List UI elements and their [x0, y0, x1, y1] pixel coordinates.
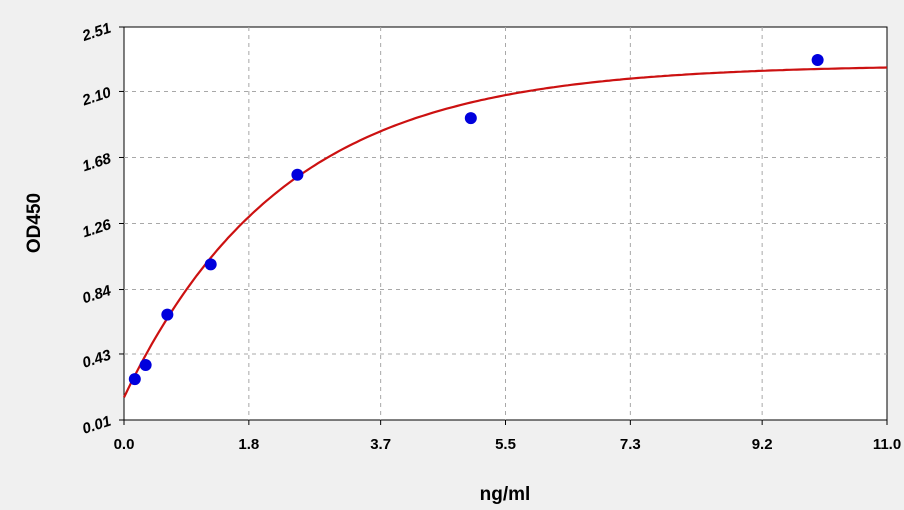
y-axis-label: OD450: [24, 193, 45, 253]
y-tick-label: 2.10: [79, 84, 114, 110]
fit-curve: [123, 66, 888, 398]
x-tick-label: 1.8: [238, 436, 259, 453]
x-tick-label: 9.2: [752, 436, 773, 453]
grid: [124, 27, 887, 420]
data-point: [204, 258, 217, 271]
y-tick-label: 0.84: [80, 282, 114, 307]
data-points: [128, 54, 824, 386]
x-tick-label: 5.5: [495, 436, 516, 453]
y-tick-label: 0.43: [80, 346, 114, 371]
x-axis-label: ng/ml: [480, 484, 531, 505]
y-tick-label: 0.01: [80, 413, 113, 438]
data-point: [291, 168, 304, 181]
data-point: [128, 373, 141, 386]
fit-curve-layer: [123, 66, 888, 398]
y-tick-label: 1.68: [80, 150, 114, 175]
x-axis-ticks: 0.0 1.8 3.7 5.5 7.3 9.2 11.0: [114, 420, 901, 453]
y-axis-ticks: 0.01 0.43 0.84 1.26 1.68 2.10 2.51: [79, 20, 124, 438]
data-point: [464, 112, 477, 125]
x-tick-label: 0.0: [114, 436, 135, 453]
y-tick-label: 2.51: [79, 20, 113, 46]
data-point: [139, 358, 152, 371]
x-tick-label: 11.0: [873, 436, 901, 453]
x-tick-label: 7.3: [620, 436, 641, 453]
data-point: [161, 308, 174, 321]
y-tick-label: 1.26: [80, 216, 114, 241]
data-point: [811, 54, 824, 67]
x-tick-label: 3.7: [370, 436, 391, 453]
